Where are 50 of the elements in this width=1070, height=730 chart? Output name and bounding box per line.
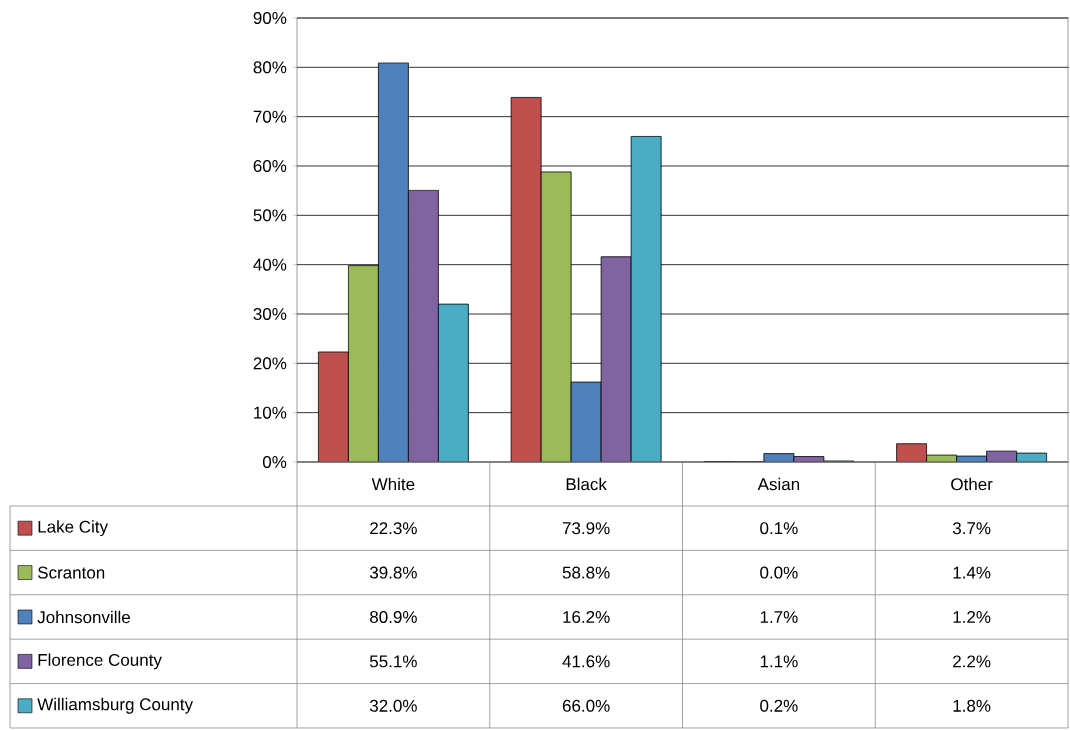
legend-label: Florence County [38,653,162,670]
bar [347,265,379,462]
data-label: 16.2% [563,610,610,624]
y-tick-label: 60% [253,159,287,173]
data-label: 32.0% [369,699,417,712]
legend-label: Johnsonville [37,610,130,624]
bar [896,443,928,462]
data-label: 1.4% [953,566,991,579]
y-tick-label: 20% [253,357,287,370]
data-label: 1.1% [760,655,798,668]
y-tick-label: 90% [253,11,287,25]
data-label: 0.1% [760,522,798,535]
x-tick-label: Black [566,477,607,491]
legend-label: Scranton [37,566,105,579]
data-label: 1.7% [760,611,798,623]
data-label: 1.8% [953,699,991,712]
y-tick-label: 30% [253,307,287,321]
x-tick-label: Other [951,477,993,491]
x-tick-label: White [371,477,415,491]
bar [630,135,662,462]
data-label: 80.9% [370,610,417,624]
bar [407,189,439,462]
data-label: 0.2% [760,699,798,712]
data-label: 1.2% [953,611,991,623]
data-label: 3.7% [952,522,991,535]
data-label: 0.0% [760,566,798,579]
data-label: 73.9% [562,522,610,535]
bar [377,62,409,462]
legend-label: Lake City [38,520,109,537]
y-tick-label: 70% [253,110,287,123]
bar [540,171,572,462]
y-tick-label: 0% [262,455,287,469]
x-tick-label: Asian [757,477,800,491]
bar [437,303,469,462]
data-label: 58.8% [562,566,610,579]
data-label: 39.8% [369,566,417,579]
legend-label: Williamsburg County [37,697,194,714]
bar [600,256,632,462]
bar [570,381,602,462]
data-label: 66.0% [562,699,610,712]
data-label: 2.2% [953,655,991,668]
y-tick-label: 50% [253,209,287,222]
bar [510,97,542,462]
y-tick-label: 10% [254,406,287,419]
y-tick-label: 40% [253,258,287,271]
data-label: 22.3% [370,522,417,535]
data-label: 41.6% [562,655,610,668]
y-tick-label: 80% [253,61,287,74]
data-label: 55.1% [369,655,417,668]
bar [317,351,349,462]
